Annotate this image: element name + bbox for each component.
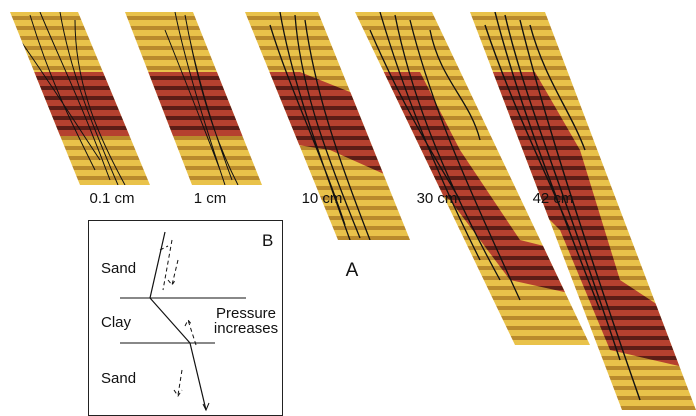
panel-label: B [262, 231, 273, 250]
annotation: increases [214, 320, 278, 337]
snapshot-label: 10 cm [302, 190, 343, 207]
panel-label: A [346, 260, 359, 281]
layer-label: Sand [101, 370, 136, 387]
snapshot-label: 0.1 cm [89, 190, 134, 207]
snapshot-label: 1 cm [194, 190, 227, 207]
snapshot-label: 42 cm [533, 190, 574, 207]
figure: 0.1 cm 1 cm 10 cm 30 cm 42 cm A B Sand C… [0, 0, 696, 416]
snapshot-label: 30 cm [417, 190, 458, 207]
layer-label: Clay [101, 314, 132, 331]
layer-label: Sand [101, 260, 136, 277]
